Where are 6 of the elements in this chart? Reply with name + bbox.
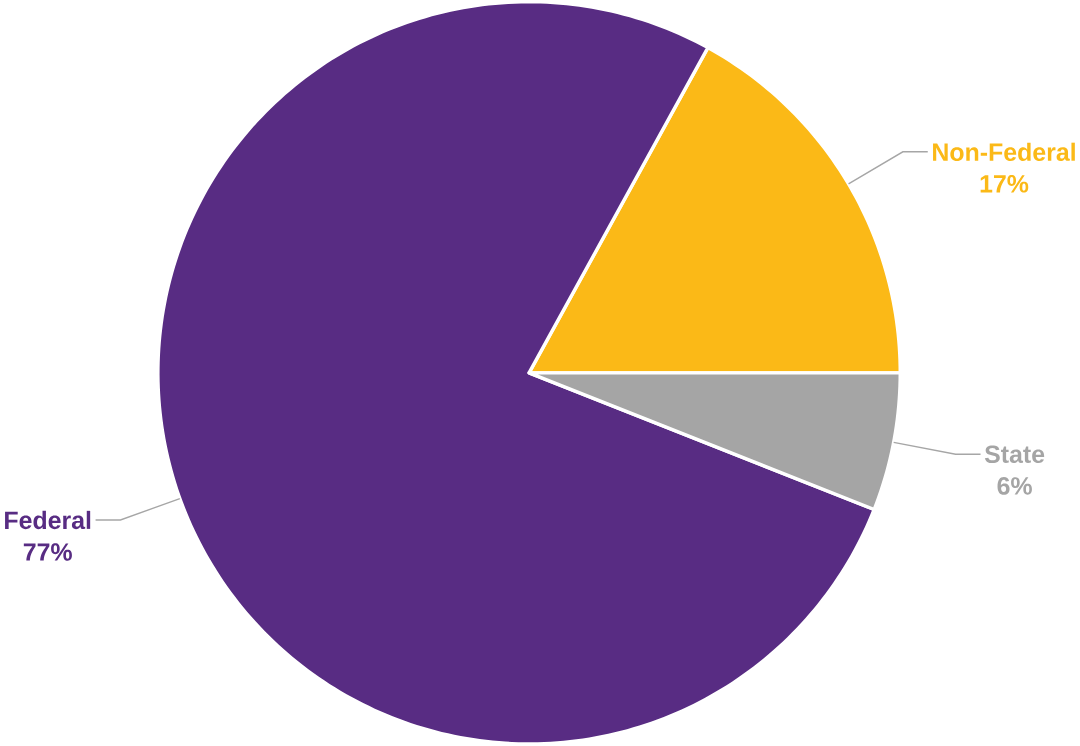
- slice-label: State: [984, 445, 1045, 464]
- data-label: 17%: [980, 175, 1029, 193]
- data-label: 6%: [997, 477, 1032, 495]
- slice-label: Federal: [5, 510, 91, 530]
- slice-label: Non-Federal: [933, 142, 1075, 162]
- data-label: 77%: [23, 543, 72, 561]
